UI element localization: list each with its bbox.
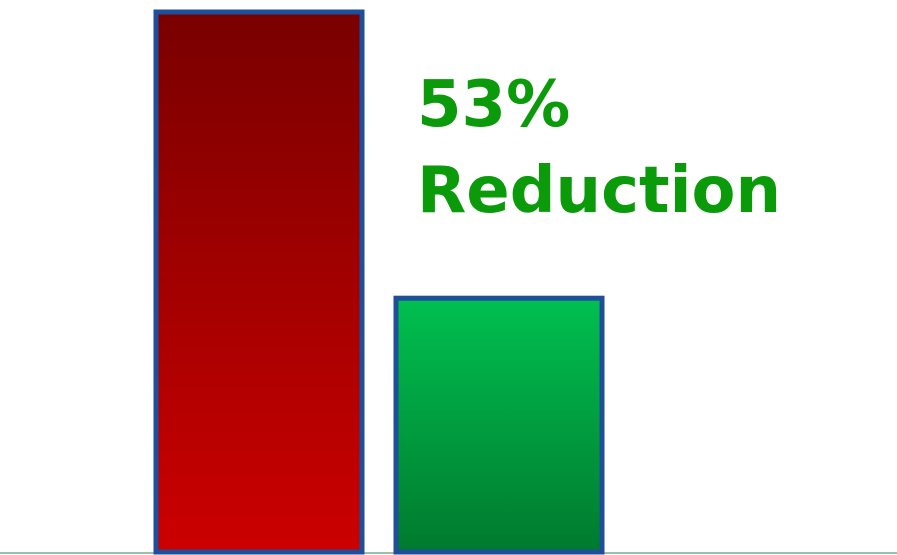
bar-after [393,295,605,555]
reduction-label: Reduction [417,154,782,228]
reduction-annotation: 53% Reduction [417,62,781,234]
bars-group [153,9,605,555]
reduction-percent: 53% [417,68,571,142]
bar-before [153,9,365,555]
